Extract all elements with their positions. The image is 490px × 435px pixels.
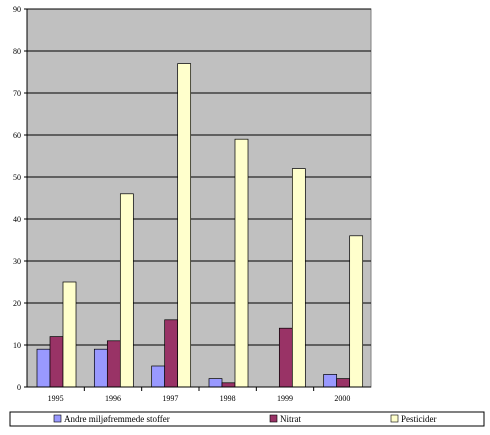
bar-2000-1 — [336, 378, 351, 388]
y-tick-label: 30 — [13, 257, 21, 266]
bar-1996-0 — [93, 348, 108, 388]
bar-1995-1 — [49, 336, 64, 388]
x-axis-ticks: 1995 1996 1997 1998 1999 2000 — [48, 387, 350, 403]
y-tick-label: 70 — [13, 89, 21, 98]
y-tick-label: 50 — [13, 173, 21, 182]
plot-area — [26, 8, 372, 388]
legend: Andre miljøfremmede stoffer Nitrat Pesti… — [9, 411, 485, 427]
y-tick-label: 10 — [13, 341, 21, 350]
legend-label-1: Nitrat — [280, 414, 301, 424]
y-tick-label: 40 — [13, 215, 21, 224]
y-tick-label: 80 — [13, 47, 21, 56]
bar-1998-1 — [221, 382, 236, 388]
y-tick-label: 0 — [17, 383, 21, 392]
bar-1995-2 — [62, 281, 77, 388]
legend-swatch-1 — [269, 414, 278, 423]
x-tick-label: 1997 — [162, 394, 178, 403]
y-tick-label: 90 — [13, 5, 21, 14]
x-tick-label: 1996 — [105, 394, 121, 403]
bar-2000-2 — [349, 235, 364, 388]
bar-1995-0 — [36, 348, 51, 388]
x-tick-label: 1995 — [48, 394, 64, 403]
bar-1998-2 — [234, 138, 249, 388]
bar-1999-2 — [291, 168, 306, 388]
bar-2000-0 — [323, 374, 338, 388]
bar-1996-1 — [106, 340, 121, 388]
bar-1996-2 — [119, 193, 134, 388]
x-tick-label: 1999 — [277, 394, 293, 403]
y-tick-label: 20 — [13, 299, 21, 308]
y-tick-label: 60 — [13, 131, 21, 140]
bar-1998-0 — [208, 378, 223, 388]
legend-label-2: Pesticider — [401, 414, 437, 424]
bar-1997-1 — [164, 319, 179, 388]
bars — [36, 63, 364, 388]
bar-1997-0 — [151, 365, 166, 388]
legend-label-0: Andre miljøfremmede stoffer — [64, 414, 170, 424]
bar-1999-1 — [278, 327, 293, 388]
gridlines — [27, 8, 371, 346]
legend-swatch-2 — [390, 414, 399, 423]
x-tick-label: 2000 — [334, 394, 350, 403]
legend-box — [9, 411, 485, 427]
bar-1997-2 — [177, 63, 192, 388]
x-tick-label: 1998 — [220, 394, 236, 403]
y-axis-ticks: 0 10 20 30 40 50 60 70 80 90 — [13, 5, 27, 392]
legend-swatch-0 — [53, 414, 62, 423]
